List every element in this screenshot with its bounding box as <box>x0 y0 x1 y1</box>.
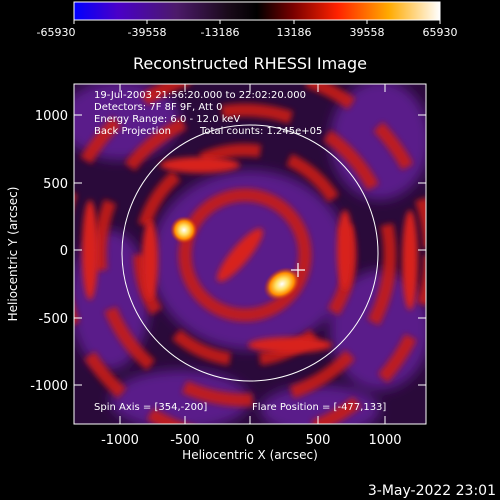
y-axis-label: Heliocentric Y (arcsec) <box>6 187 20 322</box>
colorbar-tick-label: 65930 <box>423 26 458 39</box>
info-spin-axis: Spin Axis = [354,-200] <box>94 402 207 413</box>
x-axis-label: Heliocentric X (arcsec) <box>182 448 318 462</box>
solar-limb-circle <box>121 124 379 382</box>
y-tick-label: 500 <box>43 177 68 192</box>
red-streaks <box>82 157 418 353</box>
info-flare-position: Flare Position = [-477,133] <box>252 402 386 413</box>
footer-timestamp: 3-May-2022 23:01 <box>368 483 496 499</box>
y-tick-label: -500 <box>38 312 68 327</box>
colorbar-tick-label: -39558 <box>128 26 167 39</box>
flare-source-left <box>170 216 198 244</box>
info-method: Back Projection <box>94 126 171 137</box>
info-detectors: Detectors: 7F 8F 9F, Att 0 <box>94 102 222 113</box>
x-tick-label: -1000 <box>101 433 139 448</box>
info-total-counts: Total counts: 1.245e+05 <box>199 126 322 137</box>
info-energy-range: Energy Range: 6.0 - 12.0 keV <box>94 114 240 125</box>
colorbar-tick-label: 13186 <box>277 26 312 39</box>
colorbar-ticks <box>73 20 441 24</box>
colorbar-tick-label: 39558 <box>350 26 385 39</box>
plot-title: Reconstructed RHESSI Image <box>133 54 367 73</box>
y-tick-label: 1000 <box>35 109 68 124</box>
flare-source-right <box>263 267 301 301</box>
info-time-range: 19-Jul-2003 21:56:20.000 to 22:02:20.000 <box>94 90 306 101</box>
x-tick-label: -500 <box>170 433 200 448</box>
colorbar-tick-label: -65930 <box>37 26 76 39</box>
spin-axis-marker <box>291 263 305 277</box>
y-tick-label: -1000 <box>30 379 68 394</box>
image-area <box>74 84 426 424</box>
x-tick-label: 1000 <box>368 433 401 448</box>
axis-ticks <box>74 84 426 424</box>
x-tick-label: 0 <box>246 433 254 448</box>
y-tick-label: 0 <box>60 244 68 259</box>
colorbar <box>73 1 441 21</box>
x-tick-label: 500 <box>306 433 331 448</box>
colorbar-tick-label: -13186 <box>201 26 240 39</box>
